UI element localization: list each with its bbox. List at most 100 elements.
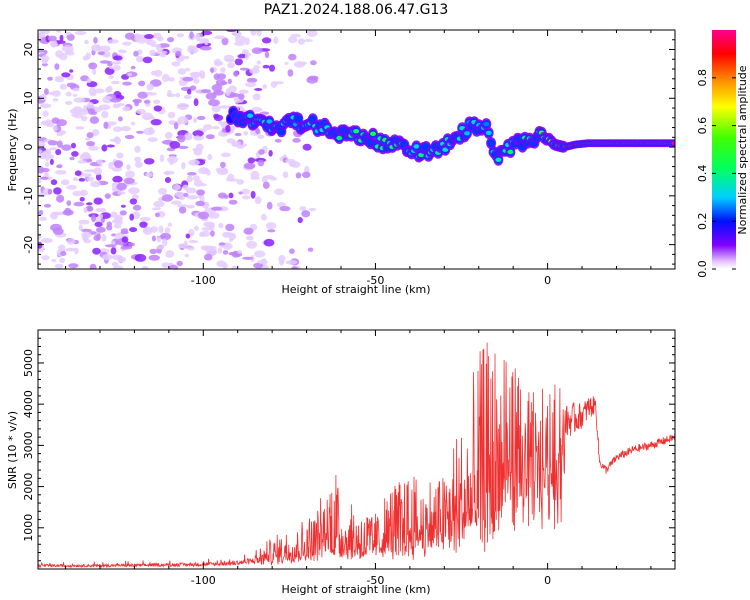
spectrogram-noise-blob [48,154,54,159]
spectrogram-noise-blob [149,226,159,233]
spectrogram-noise-blob [304,166,310,174]
spectrogram-y-tick-label: 0 [22,144,35,151]
spectrogram-noise-blob [117,191,126,195]
colorbar: 0.0 0.2 0.4 0.6 0.8 Normalized spectral ampl… [696,30,749,278]
spectrogram-noise-blob [38,166,45,174]
spectrogram-noise-blob [120,126,131,132]
spectrogram-noise-blob [177,145,189,149]
spectrogram-noise-blob [72,93,78,97]
spectrogram-noise-blob [105,121,117,126]
spectrogram-ridge-core [353,129,360,134]
spectrogram-noise-blob [293,61,306,68]
spectrogram-noise-blob [164,171,170,176]
spectrogram-noise-blob [297,217,303,224]
spectrogram-noise-blob [199,46,212,51]
spectrogram-noise-blob [243,131,249,136]
spectrogram-noise-blob [122,106,131,112]
spectrogram-noise-blob [185,233,191,239]
spectrogram-noise-blob [53,187,62,195]
spectrogram-noise-blob [216,260,226,268]
spectrogram-noise-blob [168,77,175,82]
spectrogram-noise-blob [192,175,200,182]
spectrogram-noise-blob [74,247,79,255]
spectrogram-noise-blob [66,33,75,41]
spectrogram-noise-blob [97,51,106,55]
snr-x-tick-label: 0 [544,574,551,587]
spectrogram-noise-blob [118,49,127,54]
spectrogram-noise-blob [65,101,73,105]
spectrogram-noise-blob [196,115,206,121]
spectrogram-noise-blob [152,32,162,40]
spectrogram-noise-blob [61,72,71,78]
spectrogram-noise-blob [193,179,203,187]
spectrogram-noise-blob [118,116,123,122]
spectrogram-noise-blob [61,45,74,53]
spectrogram-noise-blob [292,138,301,143]
spectrogram-noise-blob [38,178,42,184]
spectrogram-noise-blob [93,197,103,205]
spectrogram-noise-blob [167,111,176,119]
spectrogram-noise-blob [43,172,49,178]
spectrogram-noise-blob [96,226,106,233]
spectrogram-noise-blob [158,225,164,234]
spectrogram-noise-blob [269,64,275,72]
spectrogram-noise-blob [174,191,185,197]
spectrogram-noise-blob [195,135,201,141]
spectrogram-noise-blob [204,253,213,261]
spectrogram-noise-blob [145,39,157,46]
spectrogram-noise-blob [164,131,173,139]
spectrogram-noise-blob [244,37,250,46]
spectrogram-noise-blob [187,45,196,51]
spectrogram-noise-blob [49,147,58,151]
spectrogram-noise-blob [290,161,301,168]
spectrogram-noise-blob [301,210,311,218]
spectrogram-noise-blob [161,238,168,247]
spectrogram-noise-blob [65,91,72,97]
spectrogram-noise-blob [59,130,66,135]
snr-y-tick-label: 5000 [22,349,35,377]
spectrogram-noise-blob [112,126,123,132]
spectrogram-noise-blob [284,61,289,65]
spectrogram-noise-blob [183,56,190,60]
spectrogram-noise-blob [112,65,121,71]
spectrogram-ridge-core [266,119,273,124]
spectrogram-x-tick-label: -50 [366,274,384,287]
spectrogram-noise-blob [249,68,260,74]
spectrogram-noise-blob [93,36,98,44]
spectrogram-x-ticks: -100 -50 0 [65,30,652,287]
spectrogram-noise-blob [256,60,261,65]
spectrogram-noise-blob [308,207,317,212]
spectrogram-noise-blob [144,34,154,39]
spectrogram-noise-blob [213,113,220,119]
spectrogram-noise-blob [130,121,136,126]
spectrogram-noise-blob [56,30,61,34]
spectrogram-noise-blob [155,212,160,218]
spectrogram-noise-blob [135,55,144,63]
spectrogram-ridge-core [413,144,420,149]
spectrogram-noise-blob [176,260,183,267]
spectrogram-noise-blob [194,225,199,231]
spectrogram-noise-blob [227,78,232,85]
spectrogram-noise-blob [143,127,155,136]
spectrogram-noise-blob [167,222,173,227]
spectrogram-noise-blob [258,149,265,155]
spectrogram-noise-blob [109,98,122,103]
spectrogram-noise-blob [264,51,270,59]
spectrogram-noise-blob [201,30,213,36]
spectrogram-noise-blob [171,61,181,67]
spectrogram-noise-blob [103,121,109,129]
spectrogram-noise-blob [186,175,193,183]
spectrogram-noise-blob [251,47,263,54]
spectrogram-noise-blob [274,188,285,196]
spectrogram-noise-blob [104,67,115,75]
spectrogram-noise-blob [263,238,275,247]
spectrogram-noise-blob [288,36,298,44]
spectrogram-noise-blob [250,190,256,199]
spectrogram-noise-blob [133,50,139,57]
spectrogram-noise-blob [87,205,93,212]
spectrogram-ridge [225,105,675,166]
spectrogram-noise-blob [39,103,52,109]
spectrogram-noise-blob [224,232,234,238]
snr-x-tick-label: -50 [366,574,384,587]
spectrogram-noise-blob [83,104,88,113]
